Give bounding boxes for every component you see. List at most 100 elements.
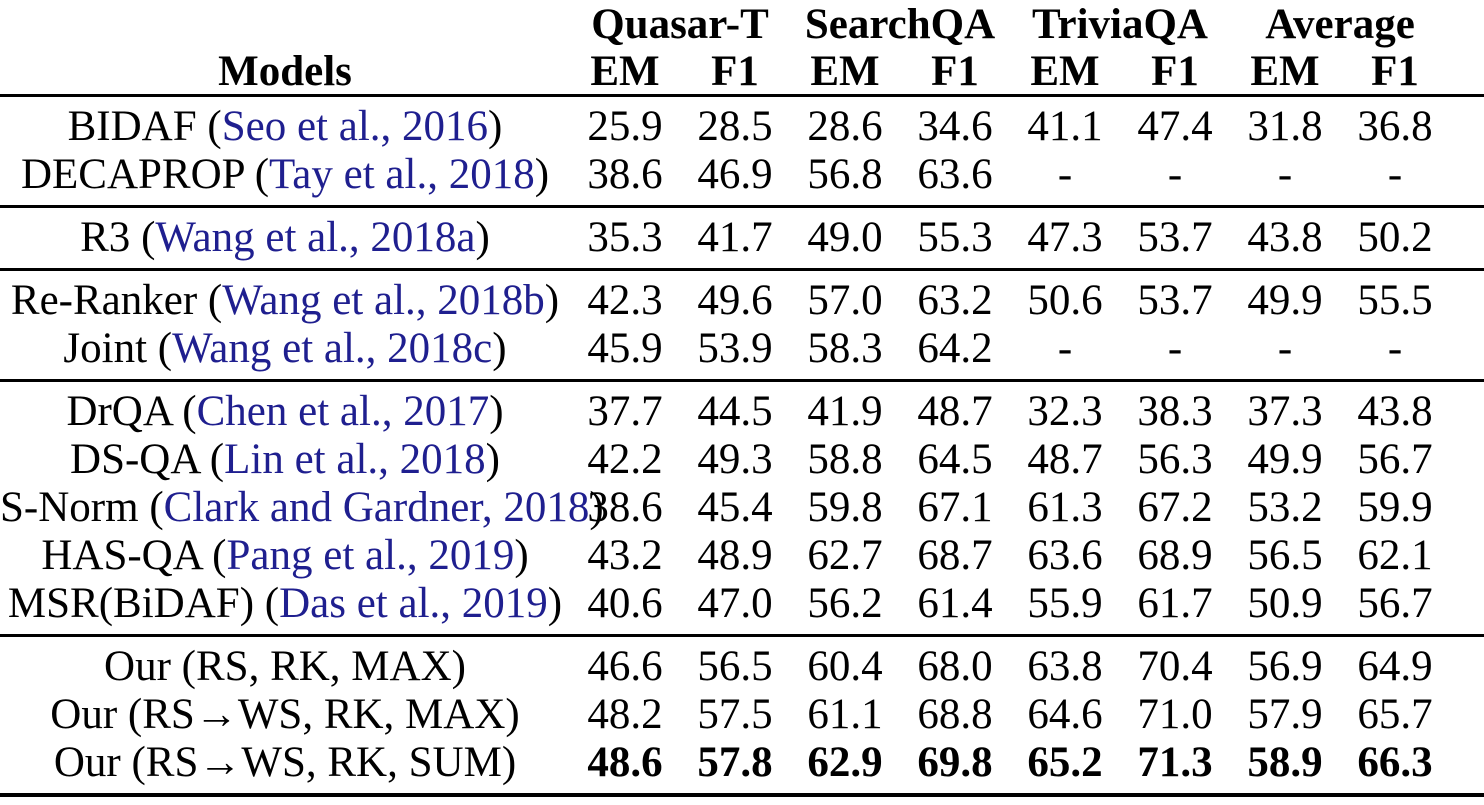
model-label: DS-QA bbox=[70, 436, 200, 483]
metric-value: 40.6 bbox=[587, 580, 663, 627]
metric-value: 69.8 bbox=[917, 739, 993, 786]
column-group-header-searchqa: SearchQA bbox=[804, 1, 996, 48]
model-label: Our (RS→WS, RK, SUM) bbox=[53, 739, 517, 786]
metric-value: 43.8 bbox=[1247, 214, 1323, 261]
metric-column-header-em: EM bbox=[590, 48, 660, 95]
paren-open: ( bbox=[130, 214, 156, 261]
metric-value: 71.3 bbox=[1137, 739, 1213, 786]
metric-value: 49.6 bbox=[697, 277, 773, 324]
citation-link[interactable]: Lin et al., 2018 bbox=[224, 436, 486, 483]
metric-value: 48.7 bbox=[1027, 436, 1103, 483]
metric-value: 71.0 bbox=[1137, 691, 1213, 738]
table-row: DrQA (Chen et al., 2017) 37.7 44.5 41.9 48.7… bbox=[0, 381, 1484, 437]
metric-value: 64.2 bbox=[917, 325, 993, 372]
model-cell: DrQA (Chen et al., 2017) bbox=[0, 381, 570, 437]
paren-open: ( bbox=[147, 325, 173, 372]
model-cell: Re-Ranker (Wang et al., 2018b) bbox=[0, 270, 570, 326]
model-cell: DS-QA (Lin et al., 2018) bbox=[0, 436, 570, 484]
metric-value: 36.8 bbox=[1357, 103, 1433, 150]
paren-close: ) bbox=[488, 103, 503, 150]
citation-link[interactable]: Wang et al., 2018c bbox=[172, 325, 493, 372]
metric-value: 28.6 bbox=[807, 103, 883, 150]
metric-value: 56.3 bbox=[1137, 436, 1213, 483]
metric-value: 64.5 bbox=[917, 436, 993, 483]
metric-value: 63.6 bbox=[917, 151, 993, 198]
metric-value: 56.5 bbox=[1247, 532, 1323, 579]
citation-link[interactable]: Seo et al., 2016 bbox=[221, 103, 489, 150]
metric-value: 28.5 bbox=[697, 103, 773, 150]
model-cell: Our (RS→WS, RK, SUM) bbox=[0, 739, 570, 795]
column-group-header-quasar-t: Quasar-T bbox=[591, 1, 769, 48]
metric-value: 60.4 bbox=[807, 643, 883, 690]
metric-value: 48.2 bbox=[587, 691, 663, 738]
metric-value: 61.4 bbox=[917, 580, 993, 627]
metric-value: 46.6 bbox=[587, 643, 663, 690]
metric-value: 63.2 bbox=[917, 277, 993, 324]
model-label: Joint bbox=[63, 325, 148, 372]
paren-close: ) bbox=[489, 388, 504, 435]
model-cell: Our (RS→WS, RK, MAX) bbox=[0, 691, 570, 739]
metric-value: 56.9 bbox=[1247, 643, 1323, 690]
metric-value: 65.2 bbox=[1027, 739, 1103, 786]
model-label: Re-Ranker bbox=[10, 277, 198, 324]
table-row: HAS-QA (Pang et al., 2019) 43.2 48.9 62.7 68… bbox=[0, 532, 1484, 580]
table-row: Our (RS→WS, RK, MAX) 48.2 57.5 61.1 68.8 64.6… bbox=[0, 691, 1484, 739]
metric-value: 56.5 bbox=[697, 643, 773, 690]
metric-value: 63.6 bbox=[1027, 532, 1103, 579]
model-label: S-Norm bbox=[0, 484, 139, 531]
metric-value: 47.4 bbox=[1137, 103, 1213, 150]
metric-value: 61.1 bbox=[807, 691, 883, 738]
paren-open: ( bbox=[171, 388, 197, 435]
paren-close: ) bbox=[514, 532, 529, 579]
table-section-5: Our (RS, RK, MAX) 46.6 56.5 60.4 68.0 63.8 70.… bbox=[0, 635, 1484, 796]
metric-value: 53.7 bbox=[1137, 214, 1213, 261]
paren-close: ) bbox=[475, 214, 490, 261]
metric-value: 38.6 bbox=[587, 484, 663, 531]
metric-value: 48.9 bbox=[697, 532, 773, 579]
paren-close: ) bbox=[589, 484, 604, 531]
table-row: Our (RS, RK, MAX) 46.6 56.5 60.4 68.0 63.8 70.… bbox=[0, 636, 1484, 692]
citation-link[interactable]: Tay et al., 2018 bbox=[269, 151, 535, 198]
model-cell: DECAPROP (Tay et al., 2018) bbox=[0, 151, 570, 207]
metric-value: 38.3 bbox=[1137, 388, 1213, 435]
metric-value: 55.9 bbox=[1027, 580, 1103, 627]
citation-link[interactable]: Das et al., 2019 bbox=[279, 580, 548, 627]
metric-value: 35.3 bbox=[587, 214, 663, 261]
citation-link[interactable]: Clark and Gardner, 2018 bbox=[163, 484, 590, 531]
metric-value: 66.3 bbox=[1357, 739, 1433, 786]
citation-link[interactable]: Wang et al., 2018b bbox=[222, 277, 545, 324]
metric-value: 49.3 bbox=[697, 436, 773, 483]
citation-link[interactable]: Chen et al., 2017 bbox=[196, 388, 490, 435]
metric-value: 59.8 bbox=[807, 484, 883, 531]
metric-column-header-f1: F1 bbox=[1151, 48, 1199, 95]
metric-value: 68.0 bbox=[917, 643, 993, 690]
model-cell: Joint (Wang et al., 2018c) bbox=[0, 325, 570, 381]
metric-value: 44.5 bbox=[697, 388, 773, 435]
metric-value: 47.0 bbox=[697, 580, 773, 627]
metric-value: 31.8 bbox=[1247, 103, 1323, 150]
model-label: Our (RS→WS, RK, MAX) bbox=[50, 691, 520, 738]
metric-value: 53.7 bbox=[1137, 277, 1213, 324]
metric-value: 49.9 bbox=[1247, 277, 1323, 324]
citation-link[interactable]: Pang et al., 2019 bbox=[226, 532, 515, 579]
table-row: S-Norm (Clark and Gardner, 2018) 38.6 45.4… bbox=[0, 484, 1484, 532]
metric-value: 53.9 bbox=[697, 325, 773, 372]
metric-value: 70.4 bbox=[1137, 643, 1213, 690]
paren-open: ( bbox=[138, 484, 164, 531]
metric-value: 62.7 bbox=[807, 532, 883, 579]
metric-column-header-em: EM bbox=[1030, 48, 1100, 95]
model-cell: HAS-QA (Pang et al., 2019) bbox=[0, 532, 570, 580]
metric-value: 48.6 bbox=[587, 739, 663, 786]
metric-value: 65.7 bbox=[1357, 691, 1433, 738]
metric-value: 56.8 bbox=[807, 151, 883, 198]
model-label: DECAPROP bbox=[20, 151, 244, 198]
model-label: R3 bbox=[80, 214, 131, 261]
metric-value: 56.7 bbox=[1357, 580, 1433, 627]
metric-value: 67.2 bbox=[1137, 484, 1213, 531]
metric-column-header-f1: F1 bbox=[931, 48, 979, 95]
citation-link[interactable]: Wang et al., 2018a bbox=[155, 214, 476, 261]
metric-value: 56.7 bbox=[1357, 436, 1433, 483]
metric-value: - bbox=[1277, 151, 1293, 198]
metric-value: 38.6 bbox=[587, 151, 663, 198]
